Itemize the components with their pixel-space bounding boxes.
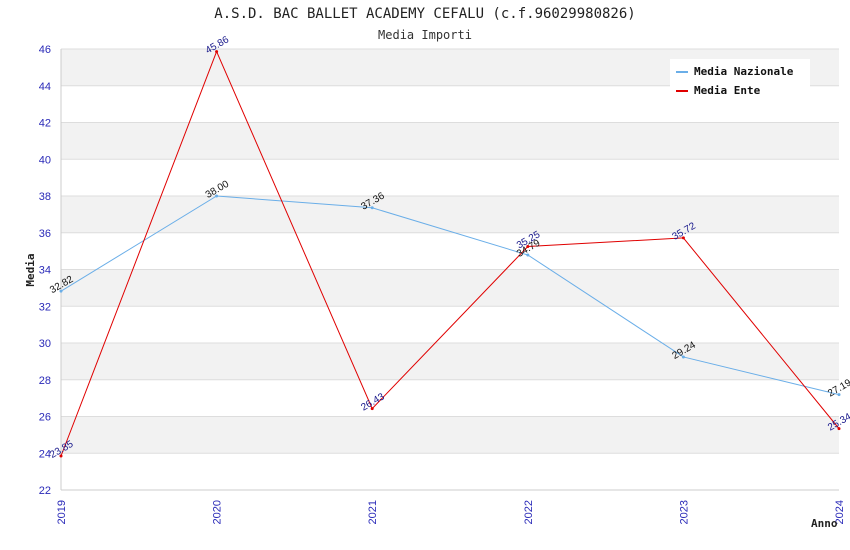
x-tick-labels: 2019 2020 2021 2022 2023 2024 (56, 500, 846, 524)
y-tick-label: 42 (39, 118, 51, 130)
x-tick-label: 2020 (212, 500, 224, 524)
legend: Media Nazionale Media Ente (670, 59, 810, 99)
chart-title: A.S.D. BAC BALLET ACADEMY CEFALU (c.f.96… (214, 6, 635, 22)
y-tick-label: 38 (39, 191, 51, 203)
grid-band (61, 159, 839, 196)
y-tick-label: 36 (39, 228, 51, 240)
data-point (59, 454, 63, 458)
y-tick-label: 44 (39, 81, 51, 93)
y-tick-label: 24 (39, 448, 51, 460)
x-tick-label: 2019 (56, 500, 68, 524)
data-point (681, 236, 685, 240)
x-tick-label: 2023 (678, 500, 690, 524)
y-tick-label: 26 (39, 412, 51, 424)
data-point (837, 393, 841, 397)
y-axis-title: Media (24, 253, 37, 286)
grid-band (61, 232, 839, 270)
grid-band (61, 196, 839, 233)
grid-band (61, 453, 839, 490)
chart-subtitle: Media Importi (378, 28, 472, 42)
x-tick-label: 2022 (523, 500, 535, 524)
legend-label-media-nazionale: Media Nazionale (694, 65, 794, 78)
data-point (837, 427, 841, 431)
grid-bands (61, 49, 839, 490)
data-point (215, 194, 219, 198)
data-point (59, 289, 63, 293)
data-point (370, 206, 374, 210)
grid-band (61, 306, 839, 343)
grid-band (61, 379, 839, 417)
data-point (526, 253, 530, 257)
y-tick-label: 30 (39, 338, 51, 350)
y-tick-label: 40 (39, 154, 51, 166)
x-tick-label: 2021 (367, 500, 379, 524)
x-axis-title: Anno (811, 517, 838, 530)
series-line-media-ente (60, 50, 840, 457)
grid-band (61, 269, 839, 307)
data-point (681, 355, 685, 359)
series-lines (59, 50, 841, 458)
grid-band (61, 122, 839, 160)
series-line-media-nazionale (60, 195, 840, 396)
y-tick-label: 22 (39, 485, 51, 497)
x-tick-label: 2024 (834, 500, 846, 524)
data-point (370, 407, 374, 411)
y-tick-label: 28 (39, 375, 51, 387)
y-tick-label: 32 (39, 301, 51, 313)
data-point (215, 50, 219, 54)
axes (60, 49, 839, 491)
grid-band (61, 416, 839, 454)
y-tick-labels: 22 24 26 28 30 32 34 36 38 40 42 44 46 (39, 44, 51, 497)
y-tick-label: 34 (39, 265, 51, 277)
data-point (526, 245, 530, 249)
legend-label-media-ente: Media Ente (694, 84, 761, 97)
y-tick-label: 46 (39, 44, 51, 56)
grid-band (61, 343, 839, 380)
legend-box (670, 59, 810, 99)
